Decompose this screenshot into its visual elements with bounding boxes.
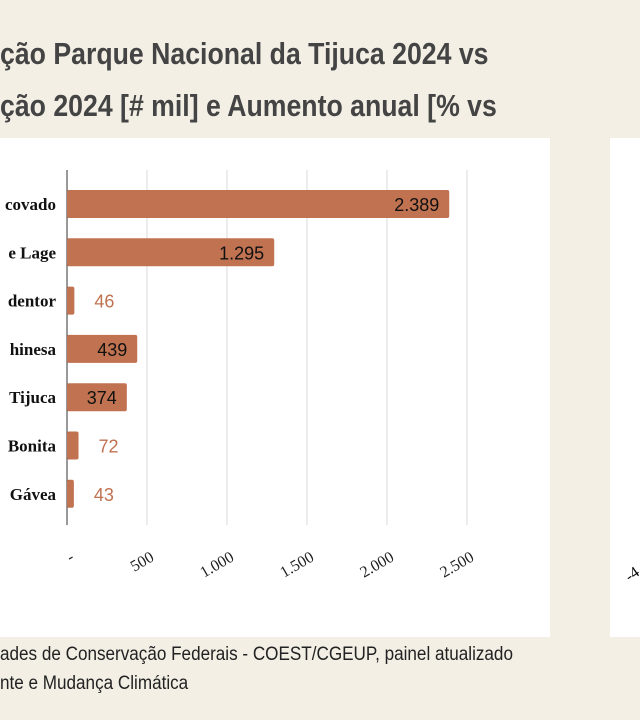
bar	[67, 479, 74, 508]
x-tick-label: 2.000	[357, 549, 397, 582]
bar	[67, 286, 75, 315]
source-note-line2: nte e Mudança Climática	[0, 673, 189, 694]
bar	[67, 431, 79, 460]
data-label: 2.389	[394, 195, 439, 215]
bar-chart: - 500 1.000 1.500 2.000 2.500 covado 2.389 e Lag…	[5, 170, 477, 582]
category-label: Tijuca	[9, 388, 56, 407]
data-label: 72	[98, 437, 118, 457]
chart-title-line1: ção Parque Nacional da Tijuca 2024 vs	[0, 36, 489, 71]
category-label: Gávea	[10, 485, 57, 504]
x-tick-label: 1.500	[277, 549, 317, 582]
data-label: 46	[94, 292, 114, 312]
x-tick-label: -	[64, 549, 77, 566]
bar	[67, 334, 138, 363]
category-label: e Lage	[8, 243, 56, 262]
bar	[67, 383, 127, 412]
bar	[67, 238, 275, 267]
data-label: 439	[97, 340, 127, 360]
growth-chart-panel	[610, 138, 640, 637]
category-label: Bonita	[8, 437, 57, 456]
category-label: covado	[5, 195, 56, 214]
data-label: 374	[87, 388, 117, 408]
x-tick-label: 500	[128, 549, 157, 576]
source-note-line1: ades de Conservação Federais - COEST/CGE…	[0, 644, 513, 665]
x-tick-label: 2.500	[437, 549, 477, 582]
data-label: 43	[94, 485, 114, 505]
chart-title-line2: ção 2024 [# mil] e Aumento anual [% vs	[0, 88, 497, 123]
data-label: 1.295	[219, 243, 264, 263]
bar	[67, 190, 450, 218]
category-label: hinesa	[10, 340, 57, 359]
x-tick-label: 1.000	[197, 549, 237, 582]
category-label: dentor	[8, 292, 57, 311]
